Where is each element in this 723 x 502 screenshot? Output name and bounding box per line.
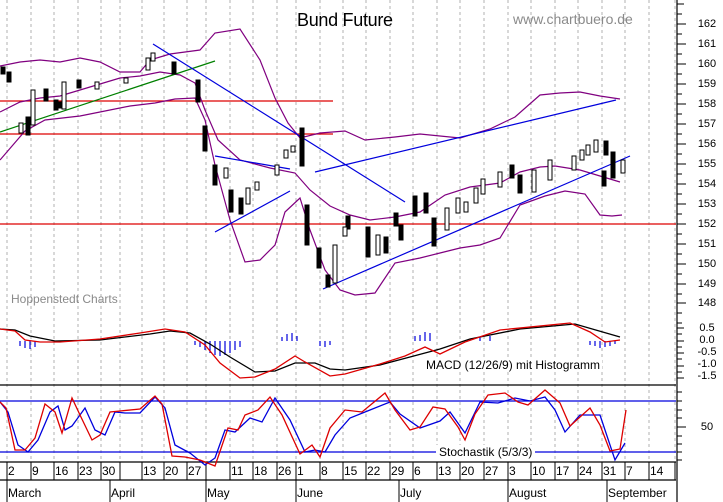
grid-lines — [6, 0, 676, 462]
macd-tick: -1.5 — [697, 370, 717, 382]
date-tick: 13 — [143, 464, 157, 478]
date-tick: 6 — [414, 464, 421, 478]
date-tick: 15 — [344, 464, 358, 478]
trendlines — [0, 43, 631, 290]
date-tick: 23 — [79, 464, 93, 478]
stoch-levels — [0, 400, 676, 453]
macd-histogram — [19, 332, 616, 356]
price-tick: 153 — [697, 198, 717, 210]
month-label: April — [111, 486, 136, 500]
panel-borders — [0, 0, 678, 502]
date-tick: 7 — [626, 464, 633, 478]
date-tick: 18 — [254, 464, 268, 478]
date-tick: 20 — [461, 464, 475, 478]
date-tick: 27 — [485, 464, 499, 478]
month-label: March — [8, 486, 42, 500]
date-tick: 11 — [231, 464, 244, 478]
date-tick: 17 — [556, 464, 570, 478]
price-axis-ticks — [677, 3, 686, 461]
date-tick: 29 — [391, 464, 405, 478]
stochastic-label: Stochastik (5/3/3) — [436, 445, 536, 459]
date-tick: 30 — [102, 464, 116, 478]
date-tick: 16 — [55, 464, 69, 478]
macd-tick: 0.0 — [699, 334, 715, 346]
candles — [0, 52, 626, 288]
month-label: September — [608, 486, 667, 500]
macd-lines — [0, 322, 621, 379]
price-tick: 151 — [697, 238, 717, 250]
date-tick: 3 — [509, 464, 516, 478]
price-tick: 162 — [697, 18, 717, 30]
price-tick: 158 — [697, 98, 717, 110]
stochastic-lines — [0, 389, 627, 467]
date-tick: 2 — [8, 464, 15, 478]
price-tick: 148 — [697, 297, 717, 309]
website-watermark: www.chartbuero.de — [513, 11, 633, 27]
macd-tick: -1.0 — [697, 358, 717, 370]
price-tick: 150 — [697, 258, 717, 270]
date-tick: 14 — [650, 464, 664, 478]
date-tick: 24 — [579, 464, 593, 478]
month-label: August — [509, 486, 547, 500]
price-tick: 157 — [697, 118, 717, 130]
price-tick: 156 — [697, 138, 717, 150]
month-label: May — [207, 486, 230, 500]
price-tick: 159 — [697, 78, 717, 90]
date-tick: 10 — [532, 464, 546, 478]
date-tick: 20 — [165, 464, 179, 478]
date-tick: 13 — [438, 464, 452, 478]
chart-title: Bund Future — [297, 10, 393, 30]
date-tick: 22 — [367, 464, 381, 478]
bollinger-bands — [0, 28, 623, 296]
stoch-tick: 50 — [700, 421, 714, 433]
price-tick: 149 — [697, 278, 717, 290]
month-label: July — [400, 486, 422, 500]
price-tick: 152 — [697, 218, 717, 230]
macd-label: MACD (12/26/9) mit Histogramm — [424, 358, 603, 372]
macd-tick: 0.5 — [699, 322, 715, 334]
price-tick: 161 — [697, 38, 717, 50]
date-tick: 31 — [603, 464, 617, 478]
price-tick: 160 — [697, 58, 717, 70]
month-label: June — [297, 486, 324, 500]
date-tick: 9 — [32, 464, 39, 478]
macd-tick: -0.5 — [697, 346, 717, 358]
date-tick: 1 — [297, 464, 304, 478]
date-tick: 27 — [188, 464, 202, 478]
price-tick: 155 — [697, 158, 717, 170]
price-tick: 154 — [697, 178, 717, 190]
date-tick: 26 — [278, 464, 292, 478]
date-tick: 8 — [321, 464, 328, 478]
provider-label: Hoppenstedt Charts — [11, 292, 118, 306]
